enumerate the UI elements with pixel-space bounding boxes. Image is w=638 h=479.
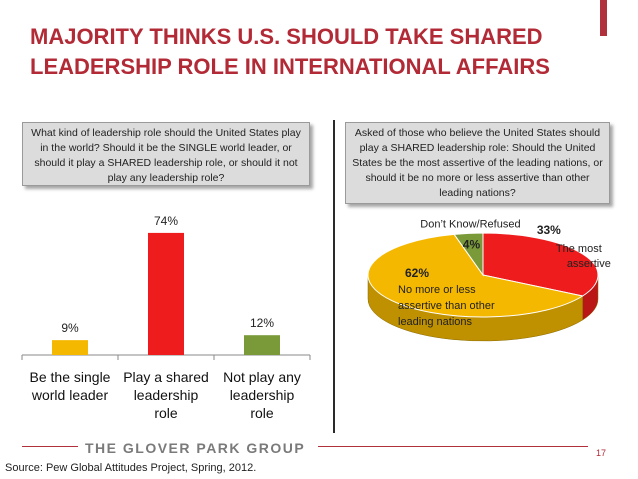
data-label: 12%	[250, 316, 274, 330]
pie-value-label: 4%	[463, 237, 481, 251]
right-question-box: Asked of those who believe the United St…	[345, 122, 610, 204]
section-divider	[333, 120, 335, 433]
category-label: role	[154, 405, 178, 421]
footer-line-left	[22, 446, 78, 447]
category-label: world leader	[31, 387, 109, 403]
category-label: Play a shared	[123, 369, 209, 385]
pie-category-label: No more or less	[398, 284, 476, 296]
footer-line-right	[318, 446, 588, 447]
pie-slice	[482, 232, 599, 297]
data-label: 74%	[154, 214, 178, 228]
right-question-text: Asked of those who believe the United St…	[352, 127, 603, 199]
category-label: leadership	[134, 387, 199, 403]
source-note: Source: Pew Global Attitudes Project, Sp…	[5, 462, 257, 474]
accent-bar	[600, 0, 607, 36]
page-number: 17	[596, 448, 607, 458]
pie-chart: 33% The most assertive 62% No more or less as…	[367, 218, 611, 342]
bar	[244, 335, 280, 355]
pie-slice	[453, 232, 484, 277]
bar	[52, 340, 88, 355]
pie-value-label: 62%	[405, 266, 429, 280]
bar-chart: 9% Be the single world leader 74% Play a sha…	[21, 214, 311, 421]
bar	[148, 232, 184, 355]
pie-category-label: Don’t Know/Refused	[420, 218, 520, 230]
title-line-2: LEADERSHIP ROLE IN INTERNATIONAL AFFAIRS	[30, 54, 550, 79]
footer-brand: THE GLOVER PARK GROUP	[85, 440, 306, 456]
left-question-text: What kind of leadership role should the …	[31, 127, 301, 184]
page-title: MAJORITY THINKS U.S. SHOULD TAKE SHARED …	[30, 22, 590, 82]
category-label: role	[250, 405, 274, 421]
left-question-box: What kind of leadership role should the …	[22, 122, 310, 186]
title-line-1: MAJORITY THINKS U.S. SHOULD TAKE SHARED	[30, 24, 543, 49]
category-label: Be the single	[30, 369, 111, 385]
pie-category-label: leading nations	[398, 316, 473, 328]
pie-category-label: assertive	[567, 258, 611, 270]
pie-category-label: assertive than other	[398, 300, 495, 312]
pie-value-label: 33%	[537, 223, 561, 237]
category-label: leadership	[230, 387, 295, 403]
pie-category-label: The most	[556, 243, 602, 255]
pie-slice	[367, 233, 584, 318]
data-label: 9%	[61, 321, 79, 335]
category-label: Not play any	[223, 369, 301, 385]
